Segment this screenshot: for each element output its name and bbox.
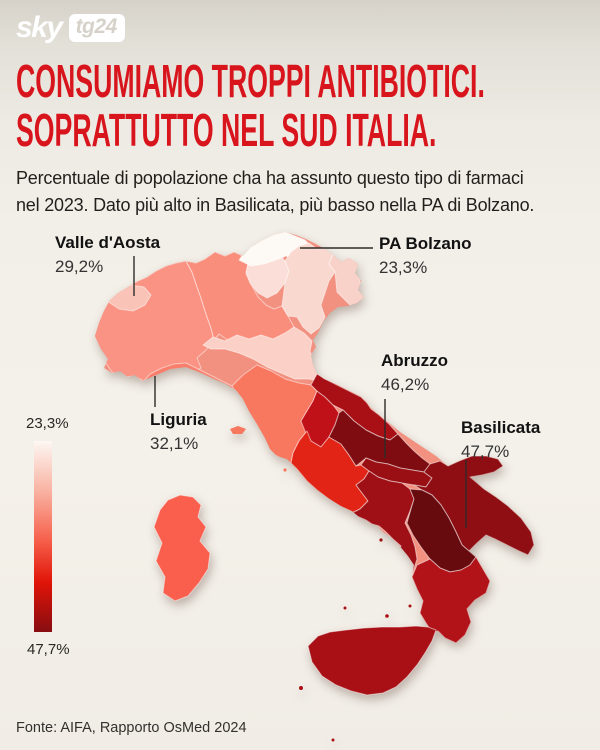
island-pelagie <box>331 738 335 742</box>
source-note: Fonte: AIFA, Rapporto OsMed 2024 <box>16 720 247 736</box>
callout-region-name: PA Bolzano <box>379 234 472 253</box>
region-sicilia <box>307 625 437 696</box>
region-sardegna <box>153 494 211 602</box>
subtitle-line-2: nel 2023. Dato più alto in Basilicata, p… <box>16 194 535 215</box>
subtitle-line-1: Percentuale di popolazione cha ha assunt… <box>16 168 524 188</box>
subtitle: Percentuale di popolazione cha ha assunt… <box>16 165 534 218</box>
tg24-badge: tg24 <box>68 14 125 42</box>
callout-lines <box>133 247 467 528</box>
sky-tg24-logo: sky tg24 <box>16 13 125 43</box>
island-giglio <box>283 468 287 472</box>
legend-gradient-bar <box>34 441 52 632</box>
sky-wordmark: sky <box>16 11 63 44</box>
legend-max-label: 47,7% <box>27 641 70 658</box>
callout-liguria: Liguria 32,1% <box>150 410 207 453</box>
island-egadi <box>299 686 303 690</box>
island-eolie-1 <box>385 614 389 618</box>
callout-region-name: Valle d'Aosta <box>55 233 161 252</box>
region-lombardia <box>185 251 295 342</box>
region-calabria <box>411 556 491 643</box>
headline-line-1: CONSUMIAMO TROPPI ANTIBIOTICI. <box>16 55 485 107</box>
callout-region-value: 32,1% <box>150 433 199 453</box>
island-ustica <box>343 606 347 610</box>
callout-region-value: 29,2% <box>55 256 104 276</box>
headline: CONSUMIAMO TROPPI ANTIBIOTICI. SOPRATTUT… <box>16 57 584 155</box>
callout-region-value: 23,3% <box>379 257 428 277</box>
island-eolie-2 <box>408 604 412 608</box>
callout-basilicata: Basilicata 47,7% <box>461 418 540 461</box>
island-elba <box>230 426 246 434</box>
callout-valle-daosta: Valle d'Aosta 29,2% <box>55 233 160 276</box>
callout-pa-bolzano: PA Bolzano 23,3% <box>379 234 472 277</box>
callout-region-value: 47,7% <box>461 441 510 461</box>
region-veneto <box>281 242 336 335</box>
callout-region-value: 46,2% <box>381 374 430 394</box>
legend-min-label: 23,3% <box>26 415 69 432</box>
callout-abruzzo: Abruzzo 46,2% <box>381 351 448 394</box>
callout-region-name: Abruzzo <box>381 351 449 370</box>
island-capri <box>379 538 383 542</box>
callout-region-name: Basilicata <box>461 418 541 437</box>
callout-region-name: Liguria <box>150 410 207 429</box>
headline-line-2: SOPRATTUTTO NEL SUD ITALIA. <box>16 104 437 156</box>
